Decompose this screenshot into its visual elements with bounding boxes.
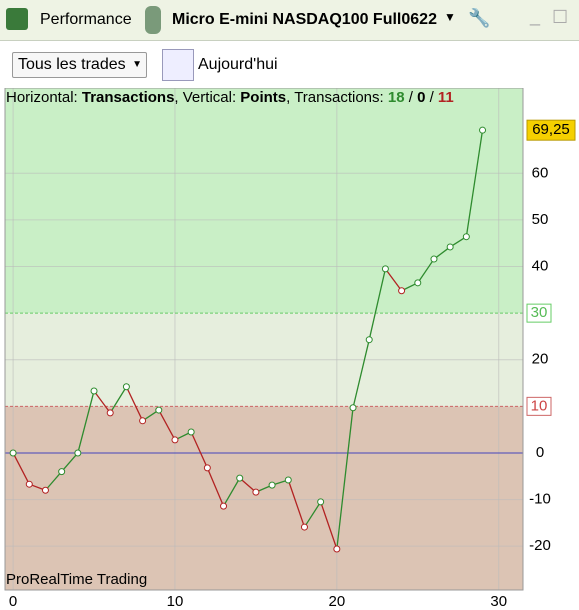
- y-tick-label: 60: [532, 164, 549, 181]
- y-tick-label: 50: [532, 211, 549, 228]
- maximize[interactable]: ☐: [552, 7, 569, 27]
- segment: [320, 501, 338, 550]
- segment: [12, 452, 30, 485]
- segment: [303, 501, 322, 528]
- info-line: Horizontal: Transactions, Vertical: ​Poi…: [6, 89, 454, 106]
- zone-high: [5, 88, 523, 314]
- segment: [206, 467, 225, 507]
- point: [398, 287, 406, 295]
- point: [365, 336, 373, 344]
- zone-low: [5, 406, 523, 590]
- y-tick-label: -20: [529, 537, 551, 554]
- watermark: ProRealTime Trading: [6, 571, 147, 588]
- y-tick-label: 20: [532, 351, 549, 368]
- point: [479, 126, 487, 134]
- point: [236, 474, 244, 482]
- segment: [125, 386, 144, 422]
- x-tick-label: 20: [329, 593, 346, 610]
- point: [349, 404, 357, 412]
- point: [462, 233, 470, 241]
- x-tick-label: 0: [9, 593, 17, 610]
- point: [74, 449, 82, 457]
- tab-label[interactable]: Performance: [40, 11, 132, 28]
- toolbar: Performance Micro E-mini NASDAQ100 Full0…: [0, 0, 579, 41]
- point: [268, 481, 276, 489]
- point: [252, 488, 260, 496]
- plot-border: [4, 88, 524, 591]
- point: [122, 383, 130, 391]
- segment: [336, 407, 354, 550]
- point: [220, 502, 228, 510]
- x-tick-label: 30: [490, 593, 507, 610]
- point: [9, 449, 17, 457]
- segment: [368, 268, 387, 340]
- point: [58, 468, 66, 476]
- y-tick-label: 40: [532, 257, 549, 274]
- select-arrow: ▼: [132, 59, 142, 70]
- y-tick-label: -10: [529, 491, 551, 508]
- segment: [222, 477, 241, 507]
- lower-threshold-box: [526, 396, 552, 416]
- point: [90, 387, 98, 395]
- segment: [93, 390, 111, 414]
- point: [171, 436, 179, 444]
- point: [333, 545, 341, 553]
- upper-threshold-box: [526, 303, 552, 323]
- upper-threshold-label: 30: [531, 304, 548, 321]
- point: [446, 243, 454, 251]
- segment: [158, 409, 176, 441]
- segment: [417, 258, 435, 284]
- x-tick-label: 10: [167, 593, 184, 610]
- instrument[interactable]: Micro E-mini NASDAQ100 Full0622: [172, 11, 437, 28]
- segment: [465, 130, 484, 237]
- point: [187, 428, 195, 436]
- calendar-icon[interactable]: [162, 49, 194, 81]
- segment: [44, 471, 63, 491]
- lower-threshold-label: 10: [531, 397, 548, 414]
- point: [414, 279, 422, 287]
- point: [106, 409, 114, 417]
- point: [139, 417, 147, 425]
- point: [381, 265, 389, 273]
- icon[interactable]: [6, 8, 28, 30]
- value-label-box: [526, 119, 576, 141]
- point: [300, 523, 308, 531]
- filter-bar: Tous les trades ▼ Aujourd'hui: [0, 41, 579, 88]
- point: [284, 476, 292, 484]
- link-icon[interactable]: [145, 6, 161, 34]
- segment: [239, 477, 257, 493]
- trades-select[interactable]: Tous les trades ▼: [12, 52, 147, 78]
- point: [25, 480, 33, 488]
- value-label: 69,25: [532, 121, 570, 138]
- point: [155, 406, 163, 414]
- segment: [384, 268, 403, 292]
- segment: [287, 479, 306, 528]
- point: [41, 486, 49, 494]
- segment: [61, 452, 79, 473]
- y-tick-label: 0: [536, 444, 544, 461]
- minimize[interactable]: _: [530, 6, 541, 26]
- segment: [109, 386, 127, 414]
- dropdown-arrow[interactable]: ▼: [444, 10, 456, 24]
- chart: -20 -10 0 20 40 50 60 30 10 0 10 20 30 ProRealTime Tr…: [4, 88, 576, 610]
- point: [430, 255, 438, 263]
- wrench[interactable]: 🔧: [468, 8, 491, 28]
- point: [203, 464, 211, 472]
- select-text: Tous les trades: [18, 56, 126, 73]
- segment: [77, 390, 95, 454]
- segment: [352, 339, 370, 408]
- point: [317, 498, 325, 506]
- segment: [190, 431, 208, 469]
- date-label[interactable]: Aujourd'hui: [198, 56, 278, 73]
